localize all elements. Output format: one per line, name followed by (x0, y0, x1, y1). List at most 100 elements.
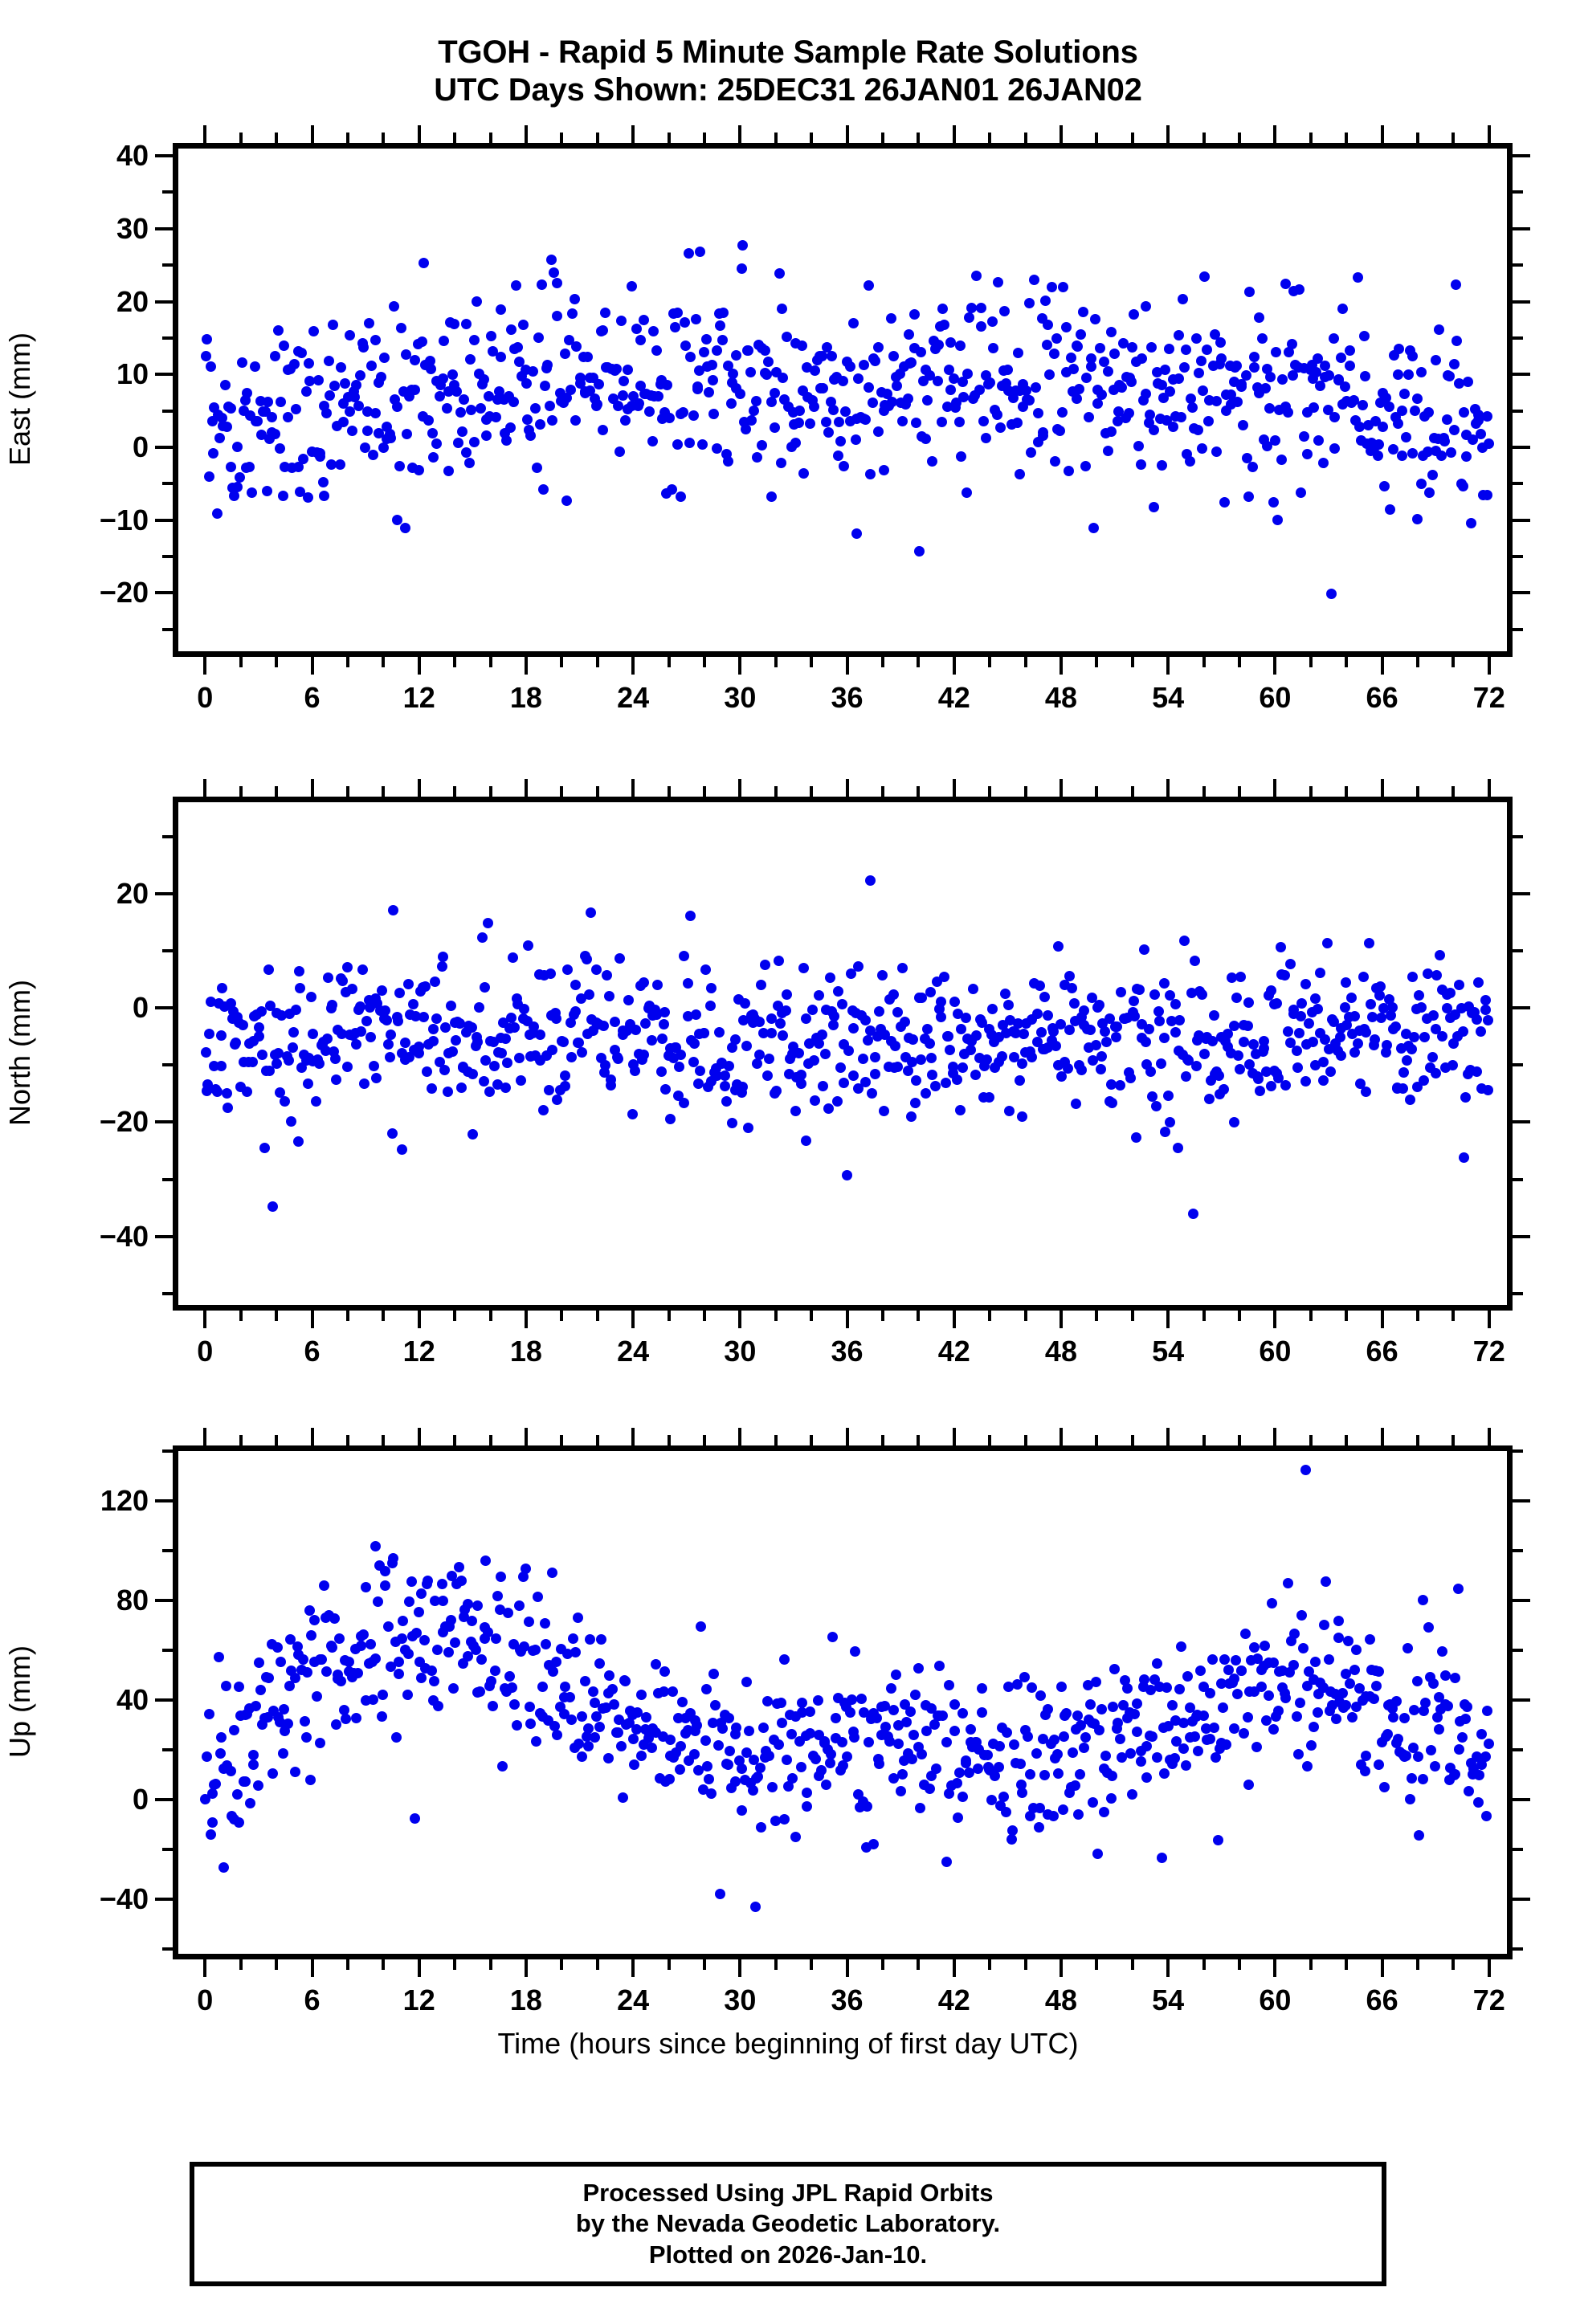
data-point (570, 1646, 581, 1657)
data-point (449, 319, 459, 330)
y-tick-major (155, 445, 173, 449)
data-point (696, 1621, 707, 1632)
data-point (1431, 969, 1443, 981)
data-point (741, 1747, 752, 1759)
data-point (425, 355, 435, 366)
data-point (933, 339, 945, 350)
data-point (1276, 373, 1288, 385)
data-point (1117, 1751, 1128, 1763)
data-point (447, 1046, 459, 1057)
data-point (211, 1086, 223, 1097)
data-point (601, 969, 612, 981)
data-point (206, 1817, 218, 1829)
data-point (1048, 348, 1060, 359)
x-tick-top (1345, 786, 1349, 797)
data-point (479, 1075, 490, 1087)
data-point (676, 1050, 687, 1060)
data-point (431, 438, 442, 449)
data-point (819, 1049, 831, 1060)
data-point (1039, 991, 1051, 1002)
x-tick-major (1273, 657, 1277, 675)
data-point (1323, 1654, 1334, 1666)
data-point (394, 988, 406, 999)
data-point (572, 1613, 583, 1624)
data-point (414, 1042, 425, 1053)
data-point (1060, 1707, 1072, 1719)
data-point (551, 1013, 562, 1024)
data-point (1100, 1026, 1110, 1038)
x-tick-minor (453, 1959, 457, 1970)
y-tick-minor (1513, 1747, 1523, 1751)
data-point (1193, 368, 1204, 378)
data-point (203, 1029, 214, 1040)
data-point (514, 1052, 525, 1063)
data-point (234, 1817, 245, 1829)
data-point (1204, 1734, 1215, 1744)
data-point (1215, 337, 1227, 349)
x-tick-minor (595, 657, 599, 667)
x-tick-label: 6 (304, 1335, 321, 1368)
data-point (812, 1694, 823, 1706)
data-point (341, 1061, 353, 1072)
data-point (1284, 959, 1296, 969)
x-tick-top (880, 786, 884, 797)
data-point (1273, 1705, 1284, 1716)
data-point (1166, 1016, 1177, 1026)
y-tick-minor (162, 1847, 173, 1851)
data-point (353, 400, 365, 411)
x-tick-major (1380, 657, 1384, 675)
data-point (314, 1738, 325, 1749)
data-point (777, 1718, 788, 1729)
x-tick-top (845, 125, 849, 143)
data-point (944, 365, 954, 376)
data-point (1152, 1657, 1162, 1669)
data-point (552, 1094, 563, 1105)
y-tick-minor (162, 627, 173, 631)
x-tick-label: 30 (724, 1335, 757, 1368)
data-point (841, 1751, 852, 1762)
data-point (1165, 989, 1176, 1001)
data-point (841, 1169, 852, 1180)
data-point (1024, 1769, 1035, 1780)
data-point (540, 1618, 551, 1629)
data-point (1431, 1712, 1443, 1723)
data-point (1081, 372, 1092, 383)
data-point (972, 1763, 983, 1774)
data-point (312, 375, 324, 386)
data-point (1076, 1719, 1087, 1731)
data-point (826, 350, 837, 361)
data-point (233, 1681, 244, 1692)
data-point (275, 396, 286, 407)
data-point (410, 355, 421, 365)
x-tick-minor (1451, 657, 1456, 667)
x-tick-top (988, 1435, 992, 1445)
data-point (685, 352, 696, 363)
data-point (890, 1040, 900, 1051)
x-tick-minor (560, 1311, 564, 1321)
data-point (915, 1054, 926, 1066)
data-point (289, 1672, 300, 1683)
data-point (1249, 1641, 1260, 1653)
data-point (908, 1729, 920, 1740)
data-point (962, 368, 973, 379)
data-point (1057, 282, 1068, 293)
data-point (591, 964, 602, 975)
data-point (394, 461, 406, 472)
data-point (769, 388, 780, 398)
data-point (840, 406, 851, 417)
x-tick-top (917, 133, 921, 143)
data-point (1225, 389, 1236, 400)
data-point (810, 1095, 821, 1106)
x-tick-major (524, 657, 528, 675)
x-tick-top (203, 779, 207, 797)
y-tick-major (1513, 1698, 1530, 1702)
data-point (853, 961, 864, 972)
x-tick-top (1380, 125, 1384, 143)
data-point (960, 1755, 971, 1767)
data-point (1383, 402, 1394, 412)
data-point (762, 356, 774, 367)
data-point (949, 1725, 960, 1736)
data-point (371, 1072, 382, 1083)
data-point (222, 422, 232, 432)
data-point (1090, 314, 1101, 324)
